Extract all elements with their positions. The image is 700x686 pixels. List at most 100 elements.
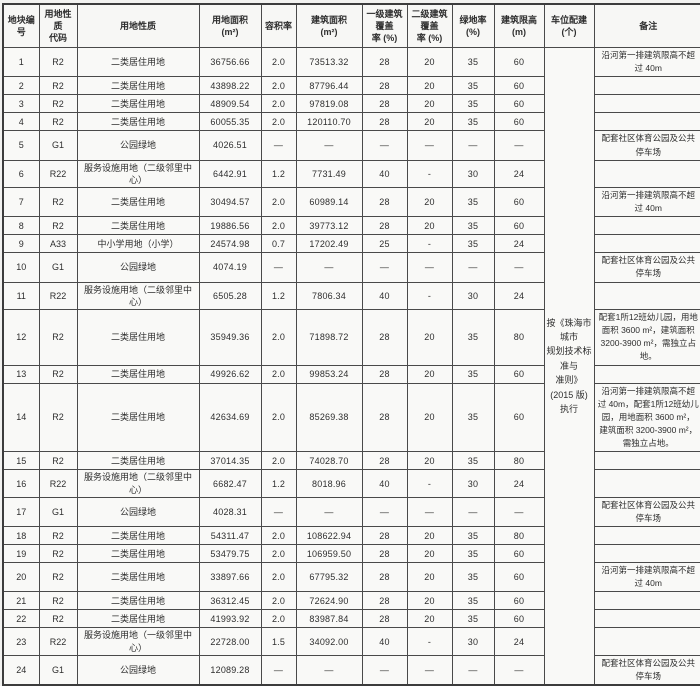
cell-nature: 服务设施用地（一级邻里中心） <box>76 627 200 656</box>
cell-far: 2.0 <box>260 76 297 96</box>
cell-nature: 二类居住用地 <box>76 76 200 96</box>
cell-code: R2 <box>38 112 78 132</box>
cell-plot_no: 20 <box>2 562 40 593</box>
cell-code: R22 <box>38 159 78 188</box>
cell-land_area: 41993.92 <box>198 609 262 629</box>
table-row: 21 R2 二类居住用地 36312.45 2.0 72624.90 28 20 35 60 <box>2 591 700 611</box>
cell-nature: 二类居住用地 <box>76 591 200 611</box>
cell-height_limit: 60 <box>493 94 545 114</box>
cell-far: 2.0 <box>260 562 297 593</box>
cell-coverage1: 28 <box>361 562 408 593</box>
cell-height_limit: 60 <box>493 609 545 629</box>
table-row: 18 R2 二类居住用地 54311.47 2.0 108622.94 28 20 35 80 <box>2 526 700 546</box>
cell-plot_no: 4 <box>2 112 40 132</box>
cell-land_area: 24574.98 <box>198 234 262 254</box>
table-row: 4 R2 二类居住用地 60055.35 2.0 120110.70 28 20 35 60 <box>2 112 700 132</box>
cell-nature: 服务设施用地（二级邻里中心） <box>76 469 200 498</box>
cell-coverage1: 40 <box>361 159 408 188</box>
table-body: 1 R2 二类居住用地 36756.66 2.0 73513.32 28 20 35 60 按《珠海… <box>2 46 700 686</box>
cell-remark <box>593 281 700 310</box>
cell-remark: 配套社区体育公园及公共停车场 <box>593 130 700 161</box>
cell-building_area: 71898.72 <box>295 308 363 366</box>
plan-table: 地块编号 用地性质 代码 用地性质 用地面积 (m²) 容积率 建筑面积 (m²) 一级建筑… <box>2 3 700 686</box>
cell-code: G1 <box>38 252 78 283</box>
cell-land_area: 6682.47 <box>198 469 262 498</box>
cell-code: A33 <box>38 234 78 254</box>
cell-green_rate: 35 <box>451 94 495 114</box>
cell-land_area: 19886.56 <box>198 216 262 236</box>
cell-coverage2: - <box>406 281 453 310</box>
cell-nature: 二类居住用地 <box>76 112 200 132</box>
cell-coverage1: 40 <box>361 627 408 656</box>
cell-land_area: 53479.75 <box>198 544 262 564</box>
header-cell-building_area: 建筑面积 (m²) <box>295 3 363 48</box>
header-row: 地块编号 用地性质 代码 用地性质 用地面积 (m²) 容积率 建筑面积 (m²) 一级建筑… <box>2 3 700 48</box>
cell-green_rate: 35 <box>451 382 495 453</box>
cell-coverage1: 28 <box>361 46 408 78</box>
cell-land_area: 4026.51 <box>198 130 262 161</box>
cell-green_rate: 35 <box>451 562 495 593</box>
header-cell-coverage1: 一级建筑覆盖 率 (%) <box>361 3 408 48</box>
cell-building_area: 99853.24 <box>295 364 363 384</box>
cell-code: R2 <box>38 186 78 218</box>
table-row: 11 R22 服务设施用地（二级邻里中心） 6505.28 1.2 7806.34 40-3… <box>2 281 700 310</box>
cell-land_area: 35949.36 <box>198 308 262 366</box>
cell-land_area: 43898.22 <box>198 76 262 96</box>
cell-code: G1 <box>38 130 78 161</box>
cell-green_rate: — <box>451 130 495 161</box>
cell-coverage2: — <box>406 252 453 283</box>
cell-plot_no: 21 <box>2 591 40 611</box>
cell-coverage1: 28 <box>361 308 408 366</box>
cell-code: R2 <box>38 216 78 236</box>
cell-coverage2: 20 <box>406 609 453 629</box>
cell-land_area: 60055.35 <box>198 112 262 132</box>
cell-far: 2.0 <box>260 112 297 132</box>
cell-far: 2.0 <box>260 609 297 629</box>
cell-plot_no: 17 <box>2 496 40 528</box>
cell-height_limit: 60 <box>493 46 545 78</box>
cell-remark <box>593 234 700 254</box>
cell-nature: 二类居住用地 <box>76 609 200 629</box>
table-row: 2 R2 二类居住用地 43898.22 2.0 87796.44 28 20 35 60 <box>2 76 700 96</box>
cell-height_limit: 60 <box>493 364 545 384</box>
cell-green_rate: 35 <box>451 186 495 218</box>
cell-land_area: 12089.28 <box>198 654 262 686</box>
cell-far: — <box>260 654 297 686</box>
header-cell-far: 容积率 <box>260 3 297 48</box>
cell-plot_no: 12 <box>2 308 40 366</box>
cell-code: R2 <box>38 46 78 78</box>
header-cell-height_limit: 建筑限高 (m) <box>493 3 545 48</box>
cell-far: 2.0 <box>260 216 297 236</box>
cell-building_area: — <box>295 252 363 283</box>
cell-green_rate: — <box>451 496 495 528</box>
cell-far: 1.2 <box>260 469 297 498</box>
cell-far: 2.0 <box>260 526 297 546</box>
cell-coverage1: 40 <box>361 281 408 310</box>
header-cell-parking: 车位配建 (个) <box>543 3 595 48</box>
cell-nature: 二类居住用地 <box>76 382 200 453</box>
cell-nature: 公园绿地 <box>76 252 200 283</box>
cell-far: 2.0 <box>260 186 297 218</box>
table-row: 13 R2 二类居住用地 49926.62 2.0 99853.24 28 20 35 60 <box>2 364 700 384</box>
cell-plot_no: 16 <box>2 469 40 498</box>
cell-building_area: 73513.32 <box>295 46 363 78</box>
cell-coverage2: - <box>406 469 453 498</box>
land-use-control-sheet: 地块编号 用地性质 代码 用地性质 用地面积 (m²) 容积率 建筑面积 (m²) 一级建筑… <box>2 3 700 686</box>
cell-coverage1: 28 <box>361 364 408 384</box>
cell-coverage1: 28 <box>361 591 408 611</box>
cell-code: R22 <box>38 281 78 310</box>
cell-nature: 公园绿地 <box>76 654 200 686</box>
cell-height_limit: 60 <box>493 591 545 611</box>
cell-coverage1: 28 <box>361 76 408 96</box>
cell-far: 0.7 <box>260 234 297 254</box>
cell-building_area: 60989.14 <box>295 186 363 218</box>
cell-remark <box>593 451 700 471</box>
cell-coverage1: 28 <box>361 216 408 236</box>
cell-far: 1.2 <box>260 281 297 310</box>
cell-green_rate: 35 <box>451 76 495 96</box>
cell-code: R2 <box>38 364 78 384</box>
cell-coverage1: 28 <box>361 526 408 546</box>
cell-coverage2: - <box>406 159 453 188</box>
cell-coverage2: 20 <box>406 364 453 384</box>
cell-coverage1: 40 <box>361 469 408 498</box>
